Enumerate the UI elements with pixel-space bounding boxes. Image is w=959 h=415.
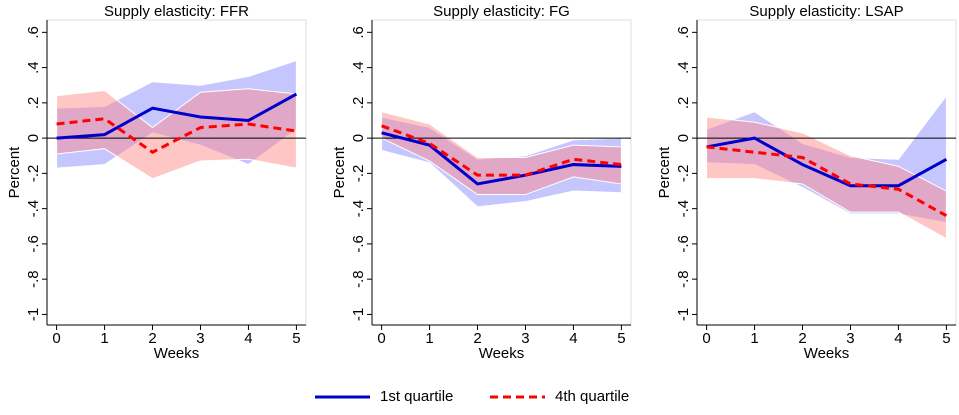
x-tick-label: 0 xyxy=(377,330,385,347)
y-tick-label: .4 xyxy=(25,61,42,74)
y-tick-label: .2 xyxy=(350,97,367,110)
y-tick-label: -.2 xyxy=(25,165,42,183)
series-line xyxy=(56,92,298,140)
y-tick-label: -1 xyxy=(350,308,367,321)
y-tick-label: .6 xyxy=(25,26,42,39)
y-tick-label: -.8 xyxy=(25,270,42,288)
x-axis-label: Weeks xyxy=(154,345,200,362)
x-tick-label: 3 xyxy=(846,330,854,347)
x-tick-label: 2 xyxy=(148,330,156,347)
x-tick-label: 1 xyxy=(425,330,433,347)
y-tick-label: -.8 xyxy=(350,270,367,288)
y-tick-label: -.2 xyxy=(350,165,367,183)
y-tick-label: -1 xyxy=(25,308,42,321)
series-line xyxy=(706,145,948,218)
confidence-band xyxy=(706,116,947,240)
plot-frame xyxy=(46,19,307,326)
x-tick-label: 4 xyxy=(244,330,252,347)
confidence-band xyxy=(381,116,622,208)
panel-title: Supply elasticity: FG xyxy=(433,3,570,20)
x-tick-label: 0 xyxy=(52,330,60,347)
y-tick-label: .6 xyxy=(350,26,367,39)
x-tick-label: 1 xyxy=(100,330,108,347)
y-tick-label: .6 xyxy=(675,26,692,39)
series-line xyxy=(56,117,297,154)
y-tick-label: .4 xyxy=(675,61,692,74)
confidence-band xyxy=(381,111,622,196)
y-axis-label: Percent xyxy=(6,146,23,199)
x-tick-label: 2 xyxy=(798,330,806,347)
panel: Supply elasticity: FFR -1 -.8 -.6 -.4 -.2 0 .2.… xyxy=(6,3,307,362)
y-tick-label: -.2 xyxy=(675,165,692,183)
x-tick-label: 5 xyxy=(292,330,300,347)
x-tick-label: 5 xyxy=(617,330,625,347)
x-tick-label: 1 xyxy=(750,330,758,347)
x-tick-label: 4 xyxy=(894,330,902,347)
y-tick-label: -.6 xyxy=(350,235,367,253)
y-tick-label: -.6 xyxy=(25,235,42,253)
x-tick-label: 4 xyxy=(569,330,577,347)
panel-title: Supply elasticity: FFR xyxy=(104,3,249,20)
confidence-band xyxy=(56,88,297,180)
x-axis-label: Weeks xyxy=(479,345,525,362)
panel: Supply elasticity: LSAP -1 -.8 -.6 -.4 -.2 0 .2… xyxy=(656,3,957,362)
y-axis-label: Percent xyxy=(331,146,348,199)
legend: 1st quartile 4th quartile xyxy=(315,388,629,405)
y-tick-label: -.4 xyxy=(25,200,42,218)
y-tick-label: -.4 xyxy=(350,200,367,218)
y-tick-label: .2 xyxy=(25,97,42,110)
y-tick-label: -.4 xyxy=(675,200,692,218)
series-line xyxy=(381,131,622,186)
series-line xyxy=(706,136,948,188)
x-tick-label: 5 xyxy=(942,330,950,347)
y-tick-label: .2 xyxy=(675,97,692,110)
x-tick-label: 2 xyxy=(473,330,481,347)
x-axis-label: Weeks xyxy=(804,345,850,362)
x-tick-label: 0 xyxy=(702,330,710,347)
legend-label: 4th quartile xyxy=(555,388,629,405)
panel-title: Supply elasticity: LSAP xyxy=(749,3,903,20)
y-tick-label: -.6 xyxy=(675,235,692,253)
y-tick-label: 0 xyxy=(25,134,42,142)
legend-label: 1st quartile xyxy=(380,388,453,405)
y-axis-label: Percent xyxy=(656,146,673,199)
x-tick-label: 3 xyxy=(196,330,204,347)
series-line xyxy=(381,124,622,177)
y-tick-label: .4 xyxy=(350,61,367,74)
y-tick-label: 0 xyxy=(675,134,692,142)
y-tick-label: -1 xyxy=(675,308,692,321)
y-tick-label: 0 xyxy=(350,134,367,142)
y-tick-label: -.8 xyxy=(675,270,692,288)
panel: Supply elasticity: FG -1 -.8 -.6 -.4 -.2 0 .2 .4… xyxy=(331,3,632,362)
x-tick-label: 3 xyxy=(521,330,529,347)
